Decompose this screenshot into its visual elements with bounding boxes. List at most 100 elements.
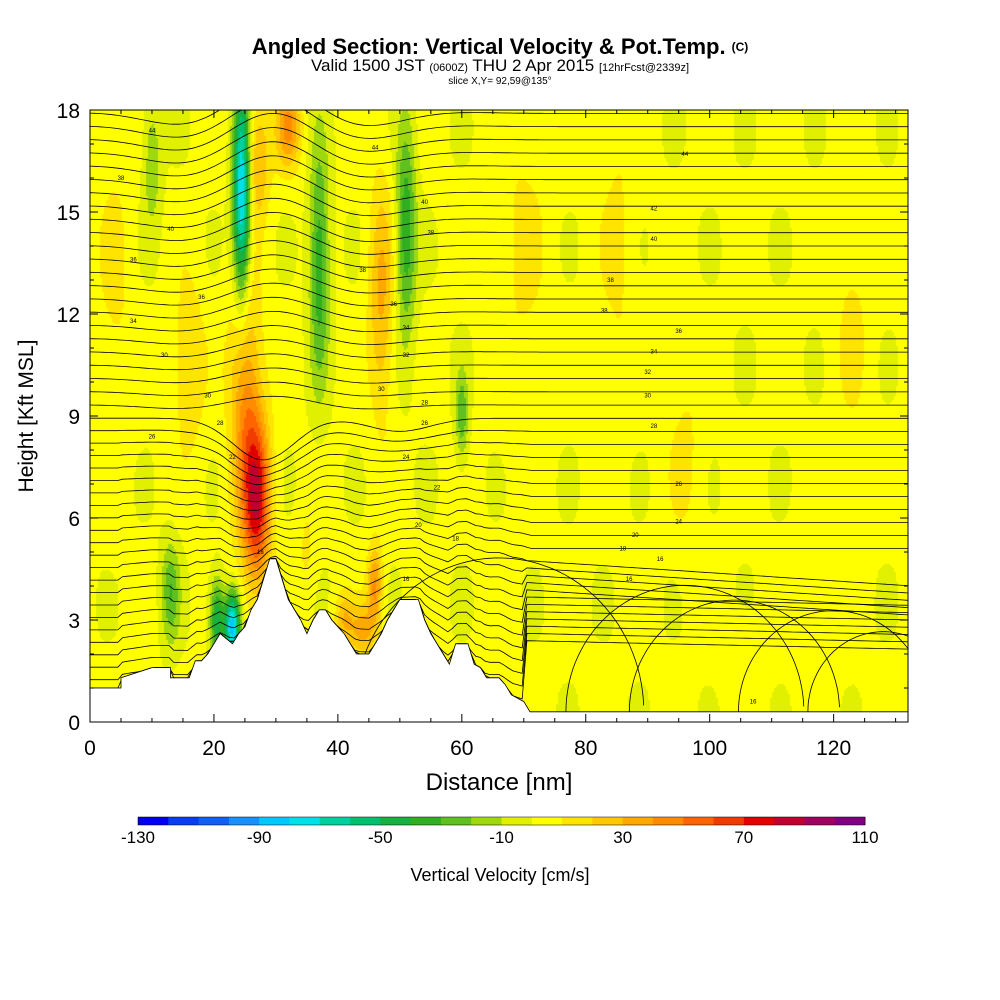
slice-info: slice X,Y= 92,59@135° <box>448 76 552 87</box>
isentrope-line <box>90 211 908 242</box>
contour-label: 34 <box>403 326 410 332</box>
contour-labels: 44 38 40 36 36 34 30 30 28 26 22 18 44 40 38 38 36 34 32 30… <box>118 128 757 705</box>
contour-label: 26 <box>421 421 428 427</box>
isentrope-line <box>90 127 908 165</box>
colorbar-label: Vertical Velocity [cm/s] <box>410 865 589 885</box>
colorbar-frame <box>137 816 866 826</box>
isentrope-line <box>90 240 908 268</box>
isentrope-line <box>353 557 644 712</box>
colorbar: -130 -90 -50 -10 30 70 110 <box>121 816 879 847</box>
isentrope-line <box>90 558 908 623</box>
contour-label: 28 <box>217 421 224 427</box>
valid-date: THU 2 Apr 2015 <box>472 56 595 75</box>
isentrope-line <box>90 112 908 152</box>
contour-label: 40 <box>167 227 174 233</box>
x-tick-label: 20 <box>202 737 225 760</box>
contour-label: 22 <box>229 455 236 461</box>
contour-label: 26 <box>149 434 156 440</box>
colorbar-swatch <box>652 817 684 825</box>
contour-label: 44 <box>682 152 689 158</box>
colorbar-tick-label: -50 <box>368 828 393 847</box>
x-tick-label: 40 <box>326 737 349 760</box>
colorbar-swatch <box>774 817 805 825</box>
contour-label: 38 <box>607 278 614 284</box>
title-block: Angled Section: Vertical Velocity & Pot.… <box>0 36 1000 88</box>
terrain-mask <box>90 558 908 722</box>
contour-label: 20 <box>632 533 639 539</box>
isentrope-line <box>90 527 908 549</box>
contour-label: 18 <box>452 536 459 542</box>
contour-label: 26 <box>675 482 682 488</box>
colorbar-tick-label: 110 <box>851 828 878 847</box>
isentrope-line <box>90 506 908 529</box>
colorbar-swatch <box>683 817 715 825</box>
x-tick-label: 60 <box>450 737 473 760</box>
x-tick-label: 0 <box>84 737 96 760</box>
x-axis-label: Distance [nm] <box>426 769 573 796</box>
colorbar-swatch <box>410 817 442 825</box>
contour-label: 36 <box>675 329 682 335</box>
isentrope-line <box>90 311 908 332</box>
isentrope-line <box>90 558 908 662</box>
isentrope-line <box>90 417 908 461</box>
contour-label: 40 <box>421 200 428 206</box>
contour-label: 18 <box>257 550 264 556</box>
contour-label: 38 <box>118 176 125 182</box>
colorbar-tick-label: -10 <box>489 828 514 847</box>
x-tick-label: 80 <box>574 737 597 760</box>
isentrope-line <box>90 558 908 616</box>
colorbar-tick-label: 30 <box>613 828 632 847</box>
isentrope-line <box>90 475 908 503</box>
contour-label: 16 <box>750 700 757 706</box>
contour-label: 34 <box>130 319 137 325</box>
isentrope-line <box>565 584 805 712</box>
contour-label: 20 <box>415 523 422 529</box>
colorbar-swatch <box>834 817 866 825</box>
contour-label: 30 <box>161 353 168 359</box>
contour-label: 38 <box>359 268 366 274</box>
colorbar-tick-label: -130 <box>121 828 155 847</box>
colorbar-swatch <box>319 817 351 825</box>
contour-label: 34 <box>651 349 658 355</box>
contour-label: 38 <box>601 309 608 315</box>
contour-label: 28 <box>651 424 658 430</box>
contour-label: 36 <box>390 302 397 308</box>
isentrope-line <box>90 558 908 608</box>
chart-title: Angled Section: Vertical Velocity & Pot.… <box>0 36 1000 58</box>
colorbar-swatch <box>198 817 230 825</box>
isentrope-line <box>90 325 908 345</box>
y-tick-label: 9 <box>68 406 80 429</box>
contour-label: 16 <box>657 557 664 563</box>
colorbar-swatch <box>168 817 200 825</box>
contour-label: 36 <box>198 295 205 301</box>
colorbar-tick-label: 70 <box>734 828 753 847</box>
colorbar-swatch <box>531 817 563 825</box>
isentrope-line <box>90 155 908 191</box>
isentrope-line <box>629 599 840 712</box>
isentrope-line <box>90 495 908 520</box>
contour-label: 40 <box>651 237 658 243</box>
colorbar-swatch <box>228 817 260 825</box>
colorbar-swatch <box>562 817 593 825</box>
isentrope-line <box>90 282 908 307</box>
isentrope-line <box>90 367 908 384</box>
colorbar-swatch <box>713 817 745 825</box>
contour-label: 22 <box>434 485 441 491</box>
x-tick-label: 100 <box>692 737 727 760</box>
colorbar-swatch <box>380 817 412 825</box>
chart-title-text: Angled Section: Vertical Velocity & Pot.… <box>251 34 726 59</box>
contour-label: 38 <box>427 230 434 236</box>
valid-time-line: Valid 1500 JST (0600Z) THU 2 Apr 2015 [1… <box>0 56 1000 76</box>
y-tick-label: 18 <box>57 100 80 123</box>
contour-label: 30 <box>204 394 211 400</box>
colorbar-swatch <box>501 817 533 825</box>
vertical-velocity-field <box>90 110 908 722</box>
isentrope-line <box>90 558 908 649</box>
contour-label: 42 <box>651 207 658 213</box>
isentrope-line <box>90 516 908 539</box>
contour-label: 44 <box>372 145 379 151</box>
valid-prefix: Valid 1500 JST <box>310 56 425 75</box>
chart-title-tag: (C) <box>731 40 749 54</box>
isentrope-line <box>90 537 908 587</box>
isentrope-line <box>90 296 908 320</box>
